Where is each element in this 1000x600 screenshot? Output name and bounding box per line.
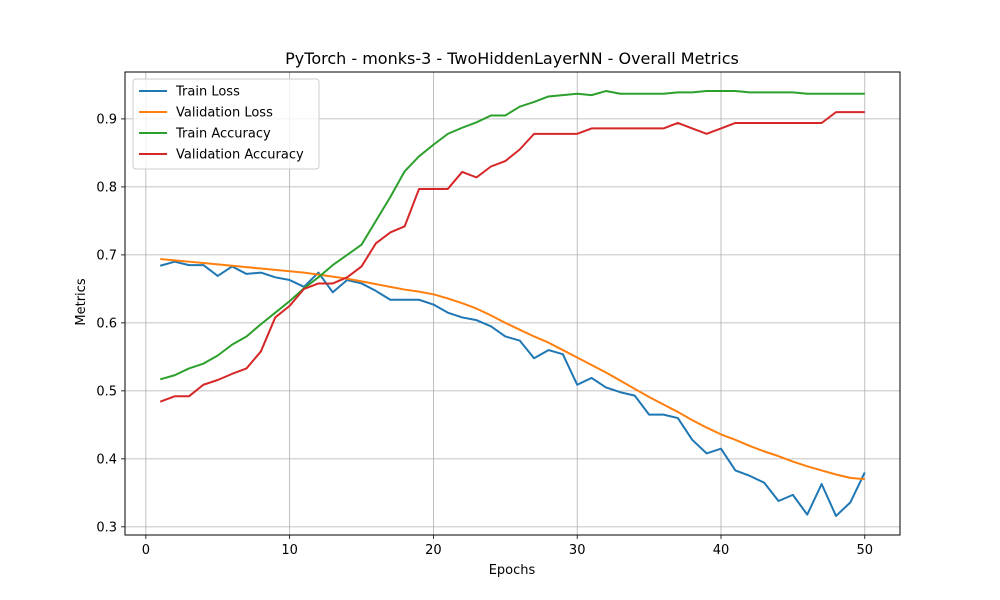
- x-tick-label: 0: [142, 543, 150, 558]
- plot-area-frame: [124, 71, 901, 536]
- x-axis-ticks: 0 10 20 30 40 50: [142, 535, 873, 558]
- x-tick-label: 10: [281, 543, 298, 558]
- legend-label-validation-loss: Validation Loss: [176, 106, 273, 121]
- y-tick-label: 0.5: [96, 384, 117, 399]
- x-tick-label: 50: [856, 543, 873, 558]
- y-tick-label: 0.6: [96, 316, 117, 331]
- validation-accuracy-line: [159, 111, 865, 403]
- legend-box: [132, 78, 320, 170]
- y-tick-label: 0.4: [96, 452, 117, 467]
- y-axis-ticks: 0.3 0.4 0.5 0.6 0.7 0.8 0.9: [96, 112, 125, 535]
- x-tick-label: 20: [425, 543, 442, 558]
- y-tick-label: 0.7: [96, 248, 117, 263]
- x-tick-label: 30: [569, 543, 586, 558]
- validation-loss-line: [160, 257, 865, 481]
- legend-label-train-loss: Train Loss: [175, 85, 240, 100]
- grid: [125, 72, 900, 535]
- legend-label-train-accuracy: Train Accuracy: [175, 127, 271, 142]
- legend: Train Loss Validation Loss Train Accuracy V…: [132, 78, 320, 170]
- x-axis-label: Epochs: [489, 563, 536, 578]
- y-axis-label: Metrics: [74, 278, 89, 325]
- x-tick-label: 40: [713, 543, 730, 558]
- train-loss-line: [159, 260, 866, 517]
- y-tick-label: 0.9: [96, 112, 117, 127]
- chart-title: PyTorch - monks-3 - TwoHiddenLayerNN - O…: [285, 49, 739, 68]
- legend-label-validation-accuracy: Validation Accuracy: [176, 148, 304, 163]
- y-tick-label: 0.8: [96, 180, 117, 195]
- y-tick-label: 0.3: [96, 520, 117, 535]
- series-lines: [159, 90, 866, 517]
- train-accuracy-line: [159, 90, 865, 381]
